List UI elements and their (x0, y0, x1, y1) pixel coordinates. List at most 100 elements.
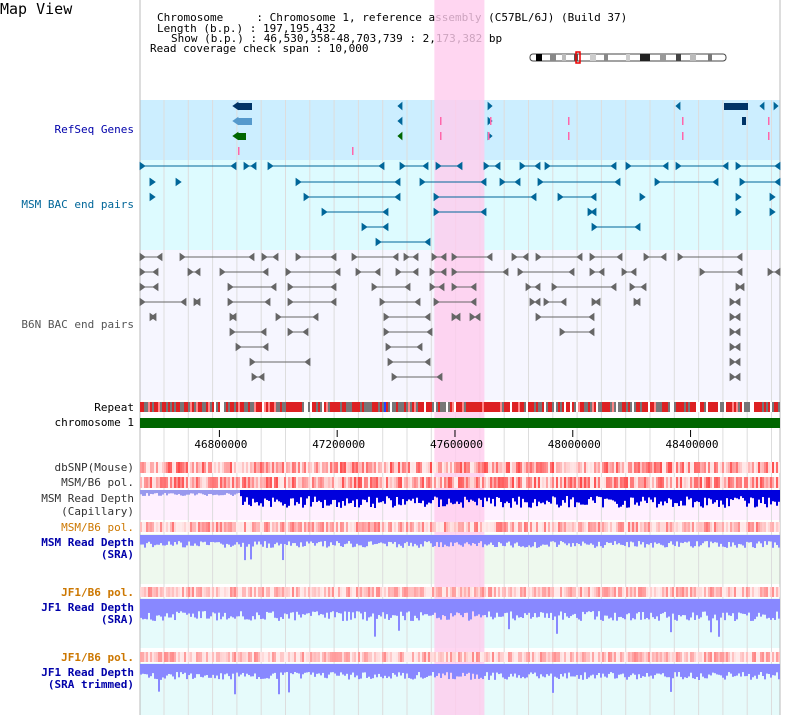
repeat-segment[interactable] (410, 402, 412, 412)
msm-sra-depth-bar[interactable] (192, 535, 194, 546)
jf1-b6-pol-heat-cell[interactable] (380, 587, 382, 597)
jf1-sra-depth-bar[interactable] (148, 599, 150, 613)
msm-b6-pol-heat-cell[interactable] (572, 477, 574, 488)
repeat-segment[interactable] (394, 402, 396, 412)
msm-b6-pol-heat-cell[interactable] (722, 477, 724, 488)
msm-b6-pol-heat-cell[interactable] (684, 477, 686, 488)
jf1-trim-depth-bar[interactable] (734, 664, 736, 677)
repeat-segment[interactable] (370, 402, 372, 412)
dbsnp-heat-cell[interactable] (284, 462, 286, 473)
dbsnp-heat-cell[interactable] (248, 462, 250, 473)
jf1-b6-pol-heat-cell[interactable] (496, 652, 498, 662)
jf1-b6-pol-heat-cell[interactable] (768, 587, 770, 597)
dbsnp-heat-cell[interactable] (554, 462, 556, 473)
msm-b6-pol-heat-cell[interactable] (148, 522, 150, 532)
jf1-sra-depth-bar[interactable] (544, 599, 546, 618)
dbsnp-heat-cell[interactable] (210, 462, 212, 473)
msm-b6-pol-heat-cell[interactable] (638, 477, 640, 488)
jf1-sra-depth-bar[interactable] (504, 599, 506, 614)
msm-cap-depth-bar[interactable] (770, 490, 772, 505)
jf1-trim-depth-bar[interactable] (572, 664, 574, 677)
jf1-b6-pol-heat-cell[interactable] (450, 652, 452, 662)
b6n-bac-pair-right-end[interactable] (734, 297, 741, 307)
msm-bac-pair-left-end[interactable] (519, 161, 526, 171)
b6n-bac-pair-right-end[interactable] (304, 357, 311, 367)
msm-b6-pol-heat-cell[interactable] (746, 522, 748, 532)
msm-cap-depth-bar[interactable] (628, 490, 630, 508)
jf1-sra-depth-bar[interactable] (444, 599, 446, 617)
msm-b6-pol-heat-cell[interactable] (680, 477, 682, 488)
msm-sra-depth-bar[interactable] (560, 535, 562, 542)
msm-cap-depth-bar[interactable] (616, 490, 618, 504)
jf1-sra-depth-bar[interactable] (674, 599, 676, 620)
jf1-b6-pol-heat-cell[interactable] (770, 652, 772, 662)
msm-cap-depth-bar[interactable] (698, 490, 700, 503)
jf1-sra-depth-bar[interactable] (476, 599, 478, 616)
msm-cap-depth-bar[interactable] (168, 490, 170, 494)
msm-b6-pol-heat-cell[interactable] (614, 477, 616, 488)
repeat-segment[interactable] (356, 402, 358, 412)
jf1-trim-depth-bar[interactable] (174, 664, 176, 680)
dbsnp-heat-cell[interactable] (730, 462, 732, 473)
dbsnp-heat-cell[interactable] (558, 462, 560, 473)
b6n-bac-pair-left-end[interactable] (387, 357, 394, 367)
jf1-sra-depth-bar[interactable] (304, 599, 306, 615)
msm-bac-pair-left-end[interactable] (435, 161, 442, 171)
msm-sra-depth-bar[interactable] (460, 535, 462, 546)
msm-cap-depth-bar[interactable] (374, 490, 376, 508)
jf1-trim-depth-bar[interactable] (472, 664, 474, 674)
b6n-bac-pair-right-end[interactable] (194, 297, 201, 307)
msm-b6-pol-heat-cell[interactable] (658, 477, 660, 488)
jf1-trim-depth-bar[interactable] (700, 664, 702, 674)
repeat-segment[interactable] (158, 402, 160, 412)
msm-cap-depth-bar[interactable] (638, 490, 640, 506)
msm-sra-depth-bar[interactable] (646, 535, 648, 545)
jf1-b6-pol-heat-cell[interactable] (666, 587, 668, 597)
repeat-segment[interactable] (564, 402, 566, 412)
msm-b6-pol-heat-cell[interactable] (714, 522, 716, 532)
msm-cap-depth-bar[interactable] (772, 490, 774, 502)
jf1-b6-pol-heat-cell[interactable] (620, 652, 622, 662)
dbsnp-heat-cell[interactable] (342, 462, 344, 473)
repeat-segment[interactable] (144, 402, 146, 412)
dbsnp-heat-cell[interactable] (736, 462, 738, 473)
msm-cap-depth-bar[interactable] (264, 490, 266, 499)
msm-b6-pol-heat-cell[interactable] (490, 477, 492, 488)
dbsnp-heat-cell[interactable] (544, 462, 546, 473)
msm-sra-depth-bar[interactable] (348, 535, 350, 542)
jf1-trim-depth-bar[interactable] (750, 664, 752, 680)
jf1-trim-depth-bar[interactable] (320, 664, 322, 676)
msm-cap-depth-bar[interactable] (426, 490, 428, 505)
jf1-trim-depth-bar[interactable] (382, 664, 384, 679)
gene-feature[interactable] (238, 118, 252, 125)
jf1-sra-depth-bar[interactable] (648, 599, 650, 620)
msm-sra-depth-bar[interactable] (616, 535, 618, 545)
msm-b6-pol-heat-cell[interactable] (324, 477, 326, 488)
repeat-segment[interactable] (416, 402, 418, 412)
repeat-segment[interactable] (428, 402, 430, 412)
msm-b6-pol-heat-cell[interactable] (682, 522, 684, 532)
repeat-segment[interactable] (738, 402, 740, 412)
repeat-segment[interactable] (504, 402, 506, 412)
jf1-trim-depth-bar[interactable] (164, 664, 166, 679)
msm-b6-pol-heat-cell[interactable] (188, 477, 190, 488)
dbsnp-heat-cell[interactable] (596, 462, 598, 473)
jf1-sra-depth-bar[interactable] (210, 599, 212, 617)
repeat-segment[interactable] (160, 402, 162, 412)
msm-cap-depth-bar[interactable] (312, 490, 314, 502)
jf1-b6-pol-heat-cell[interactable] (586, 652, 588, 662)
msm-b6-pol-heat-cell[interactable] (378, 477, 380, 488)
jf1-sra-depth-bar[interactable] (288, 599, 290, 619)
msm-b6-pol-heat-cell[interactable] (446, 522, 448, 532)
jf1-b6-pol-heat-cell[interactable] (598, 587, 600, 597)
msm-b6-pol-heat-cell[interactable] (768, 477, 770, 488)
msm-sra-depth-bar[interactable] (510, 535, 512, 546)
jf1-b6-pol-heat-cell[interactable] (502, 587, 504, 597)
dbsnp-heat-cell[interactable] (528, 462, 530, 473)
jf1-b6-pol-heat-cell[interactable] (660, 587, 662, 597)
msm-sra-depth-bar[interactable] (372, 535, 374, 545)
msm-bac-pair-right-end[interactable] (534, 161, 541, 171)
jf1-trim-depth-bar[interactable] (238, 664, 240, 677)
msm-b6-pol-heat-cell[interactable] (322, 522, 324, 532)
jf1-sra-depth-bar[interactable] (564, 599, 566, 614)
